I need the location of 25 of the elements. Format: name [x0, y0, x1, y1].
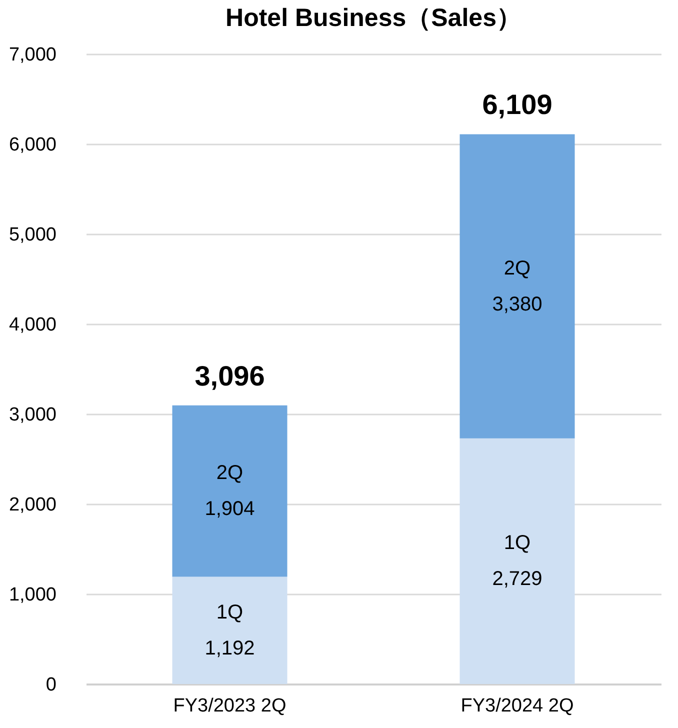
y-tick-label: 5,000 [8, 224, 56, 246]
y-tick-label: 4,000 [8, 314, 56, 336]
total-label: 3,096 [194, 360, 265, 392]
y-tick-label: 6,000 [8, 134, 56, 156]
data-label: 1,904 [204, 498, 255, 520]
series-label: 1Q [216, 601, 244, 624]
total-label: 6,109 [482, 89, 552, 120]
y-tick-label: 3,000 [8, 404, 56, 426]
data-label: 1,192 [204, 637, 255, 660]
x-tick-label: FY3/2023 2Q [173, 696, 286, 716]
y-tick-label: 0 [46, 674, 56, 696]
data-label: 3,380 [492, 293, 542, 316]
bar [172, 576, 288, 684]
text: 2Q [216, 462, 244, 484]
x-tick-label: FY3/2024 2Q [460, 696, 574, 716]
series-label: 2Q [504, 257, 531, 280]
bar [460, 438, 575, 684]
bar [460, 134, 575, 438]
y-tick-label: 2,000 [8, 494, 56, 516]
chart-title: Hotel Business（Sales） [226, 4, 522, 32]
y-tick-label: 7,000 [8, 44, 56, 66]
data-label: 2,729 [492, 568, 542, 590]
text: 1Q [504, 532, 531, 554]
bar [172, 405, 288, 577]
y-tick-label: 1,000 [8, 584, 56, 606]
